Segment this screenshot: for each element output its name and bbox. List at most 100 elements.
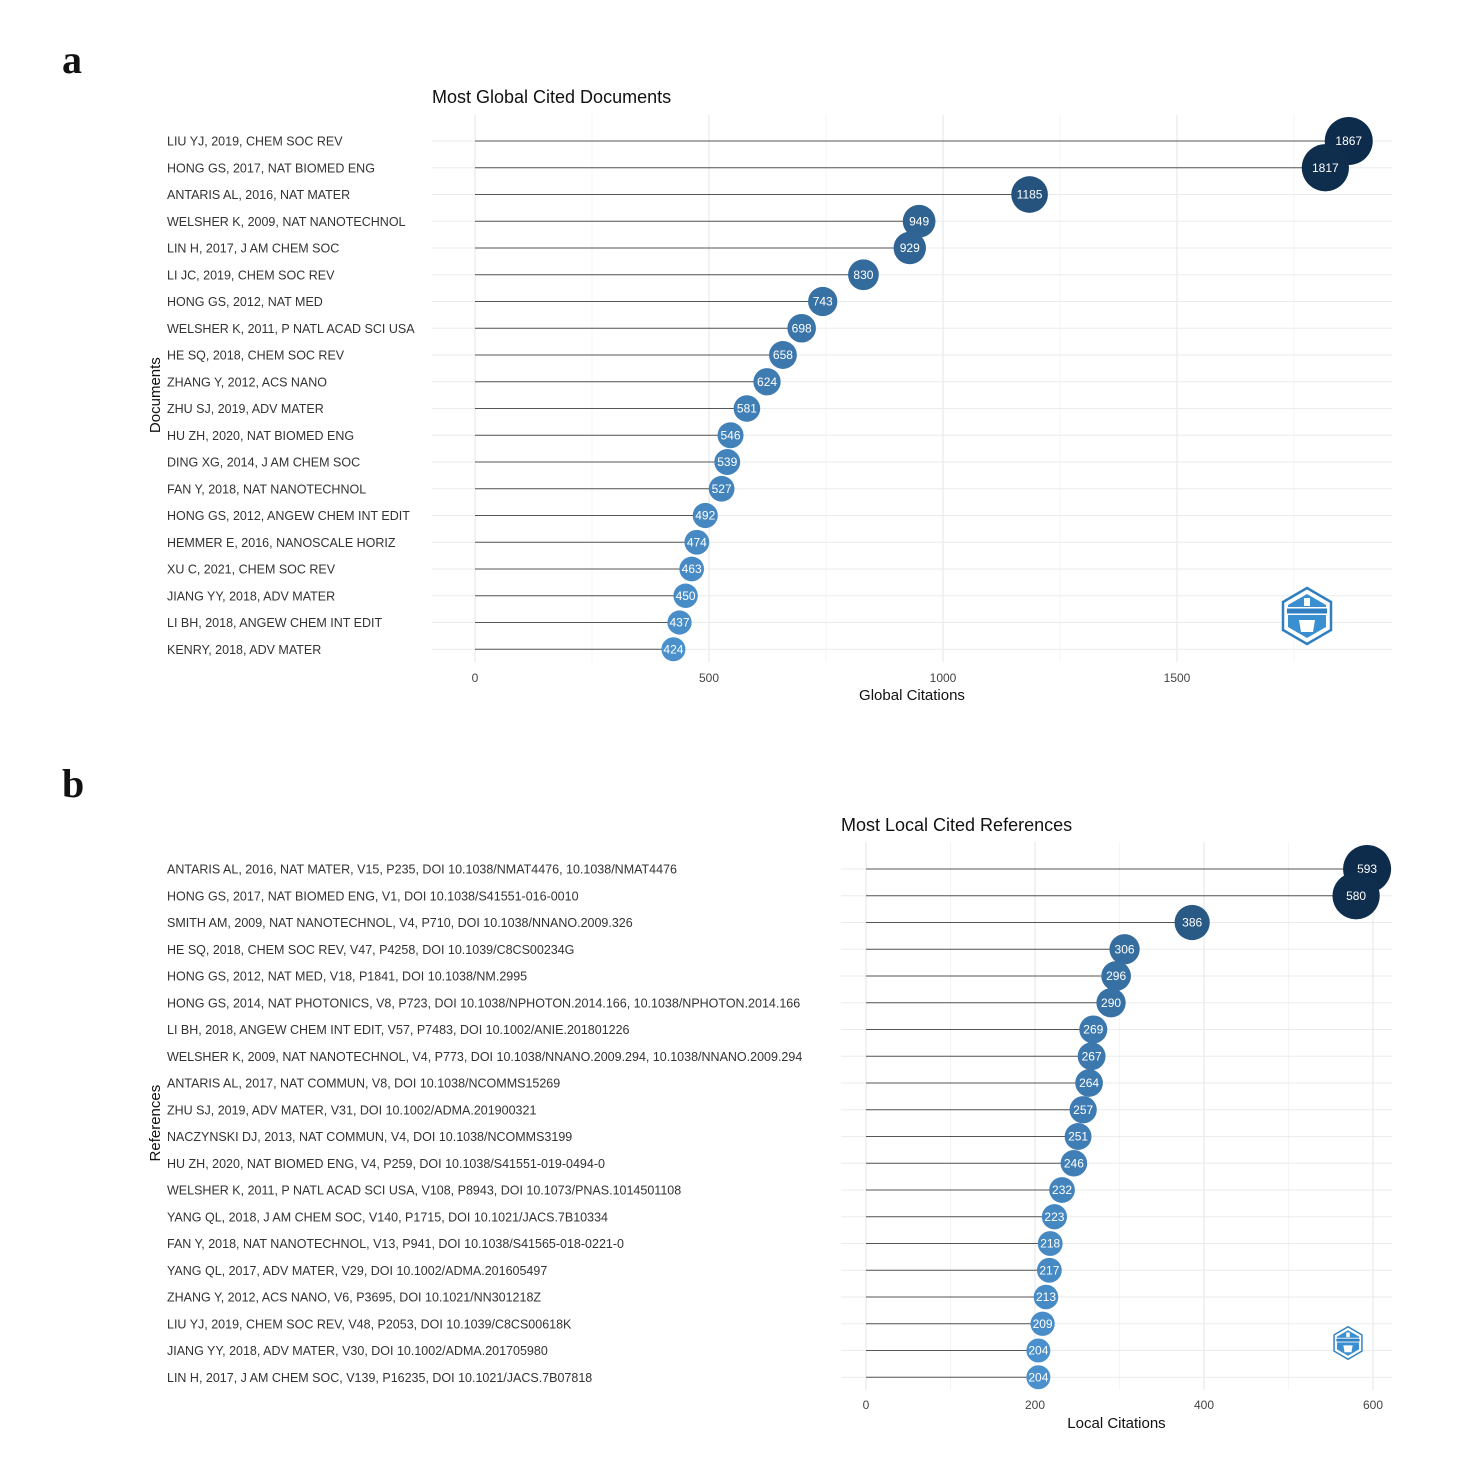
data-point <box>1101 961 1131 991</box>
y-tick-label: WELSHER K, 2011, P NATL ACAD SCI USA <box>167 322 415 336</box>
y-tick-label: JIANG YY, 2018, ADV MATER, V30, DOI 10.1… <box>167 1344 548 1358</box>
data-point <box>1041 1204 1068 1230</box>
y-axis-title: Documents <box>147 357 164 433</box>
data-point <box>1033 1284 1059 1310</box>
x-tick-label: 0 <box>472 671 479 685</box>
data-point <box>1037 1231 1063 1256</box>
y-tick-label: HONG GS, 2012, ANGEW CHEM INT EDIT <box>167 509 410 523</box>
data-point <box>1096 988 1126 1018</box>
data-point <box>692 502 718 529</box>
data-point <box>1332 872 1380 920</box>
y-tick-label: ANTARIS AL, 2017, NAT COMMUN, V8, DOI 10… <box>167 1077 560 1091</box>
data-label: 1867 <box>1335 134 1362 148</box>
data-point <box>733 395 761 422</box>
x-tick-label: 1500 <box>1164 671 1191 685</box>
y-tick-label: SMITH AM, 2009, NAT NANOTECHNOL, V4, P71… <box>167 916 633 930</box>
data-point <box>753 368 781 396</box>
data-label: 474 <box>687 535 707 549</box>
data-label: 580 <box>1346 889 1366 903</box>
y-tick-label: HONG GS, 2012, NAT MED, V18, P1841, DOI … <box>167 970 527 984</box>
y-tick-label: YANG QL, 2018, J AM CHEM SOC, V140, P171… <box>167 1210 608 1224</box>
y-tick-label: LIU YJ, 2019, CHEM SOC REV, V48, P2053, … <box>167 1317 572 1331</box>
data-label: 386 <box>1182 916 1202 930</box>
data-point <box>848 259 879 291</box>
y-tick-label: LIN H, 2017, J AM CHEM SOC, V139, P16235… <box>167 1371 592 1385</box>
data-label: 593 <box>1357 862 1377 876</box>
chart-title: Most Global Cited Documents <box>432 87 671 107</box>
y-tick-label: WELSHER K, 2009, NAT NANOTECHNOL <box>167 215 406 229</box>
data-label: 232 <box>1052 1183 1072 1197</box>
data-point <box>902 204 936 238</box>
data-label: 217 <box>1039 1263 1059 1277</box>
data-label: 213 <box>1036 1290 1056 1304</box>
bibliometrix-logo-icon <box>1281 586 1333 646</box>
data-point <box>1036 1257 1062 1283</box>
data-point <box>768 341 797 369</box>
x-tick-label: 200 <box>1025 1398 1045 1412</box>
data-label: 929 <box>900 241 920 255</box>
y-tick-label: FAN Y, 2018, NAT NANOTECHNOL, V13, P941,… <box>167 1237 624 1251</box>
y-tick-label: WELSHER K, 2009, NAT NANOTECHNOL, V4, P7… <box>167 1050 802 1064</box>
data-label: 437 <box>670 616 690 630</box>
data-point <box>708 475 735 502</box>
chart-title: Most Local Cited References <box>841 815 1072 835</box>
y-tick-label: LIN H, 2017, J AM CHEM SOC <box>167 242 339 256</box>
data-point <box>1064 1123 1092 1150</box>
y-tick-label: ZHU SJ, 2019, ADV MATER, V31, DOI 10.100… <box>167 1103 536 1117</box>
y-tick-label: ZHU SJ, 2019, ADV MATER <box>167 402 324 416</box>
data-label: 251 <box>1068 1130 1088 1144</box>
y-tick-label: HONG GS, 2014, NAT PHOTONICS, V8, P723, … <box>167 996 800 1010</box>
y-tick-label: HE SQ, 2018, CHEM SOC REV <box>167 349 345 363</box>
y-tick-label: HONG GS, 2017, NAT BIOMED ENG <box>167 161 375 175</box>
data-label: 267 <box>1082 1049 1102 1063</box>
data-label: 546 <box>721 428 741 442</box>
y-tick-label: LI BH, 2018, ANGEW CHEM INT EDIT <box>167 616 382 630</box>
data-label: 830 <box>853 268 873 282</box>
y-tick-label: WELSHER K, 2011, P NATL ACAD SCI USA, V1… <box>167 1184 681 1198</box>
data-label: 424 <box>663 642 683 656</box>
data-label: 463 <box>682 562 702 576</box>
data-point <box>1026 1365 1051 1390</box>
x-tick-label: 500 <box>699 671 719 685</box>
data-label: 209 <box>1033 1317 1053 1331</box>
bibliometrix-logo-icon <box>1333 1325 1363 1361</box>
data-point <box>1301 144 1349 192</box>
data-label: 624 <box>757 375 777 389</box>
y-tick-label: XU C, 2021, CHEM SOC REV <box>167 563 336 577</box>
y-axis-title: References <box>147 1085 164 1162</box>
x-axis-title: Local Citations <box>1067 1415 1165 1432</box>
data-point <box>714 449 741 475</box>
data-label: 204 <box>1028 1370 1048 1384</box>
data-label: 698 <box>792 321 812 335</box>
y-tick-label: NACZYNSKI DJ, 2013, NAT COMMUN, V4, DOI … <box>167 1130 572 1144</box>
data-point <box>717 422 744 449</box>
y-tick-label: HU ZH, 2020, NAT BIOMED ENG <box>167 429 354 443</box>
y-tick-label: HE SQ, 2018, CHEM SOC REV, V47, P4258, D… <box>167 943 574 957</box>
y-tick-label: HONG GS, 2012, NAT MED <box>167 295 323 309</box>
data-label: 264 <box>1079 1076 1099 1090</box>
data-point <box>1026 1338 1051 1363</box>
y-tick-label: ANTARIS AL, 2016, NAT MATER <box>167 188 350 202</box>
data-point <box>808 286 838 317</box>
data-label: 296 <box>1106 969 1126 983</box>
data-label: 218 <box>1040 1237 1060 1251</box>
y-tick-label: ZHANG Y, 2012, ACS NANO, V6, P3695, DOI … <box>167 1291 541 1305</box>
y-tick-label: ZHANG Y, 2012, ACS NANO <box>167 375 327 389</box>
x-tick-label: 1000 <box>930 671 957 685</box>
data-label: 1817 <box>1312 161 1339 175</box>
y-tick-label: ANTARIS AL, 2016, NAT MATER, V15, P235, … <box>167 863 677 877</box>
y-tick-label: HONG GS, 2017, NAT BIOMED ENG, V1, DOI 1… <box>167 889 579 903</box>
y-tick-label: KENRY, 2018, ADV MATER <box>167 643 321 657</box>
y-tick-label: YANG QL, 2017, ADV MATER, V29, DOI 10.10… <box>167 1264 547 1278</box>
data-point <box>1011 176 1048 213</box>
data-label: 949 <box>909 214 929 228</box>
data-point <box>1030 1311 1055 1336</box>
data-label: 246 <box>1064 1156 1084 1170</box>
y-tick-label: HU ZH, 2020, NAT BIOMED ENG, V4, P259, D… <box>167 1157 605 1171</box>
y-tick-label: HEMMER E, 2016, NANOSCALE HORIZ <box>167 536 396 550</box>
data-point <box>667 610 692 635</box>
y-tick-label: JIANG YY, 2018, ADV MATER <box>167 589 335 603</box>
data-label: 1185 <box>1017 188 1043 202</box>
data-label: 527 <box>712 482 732 496</box>
